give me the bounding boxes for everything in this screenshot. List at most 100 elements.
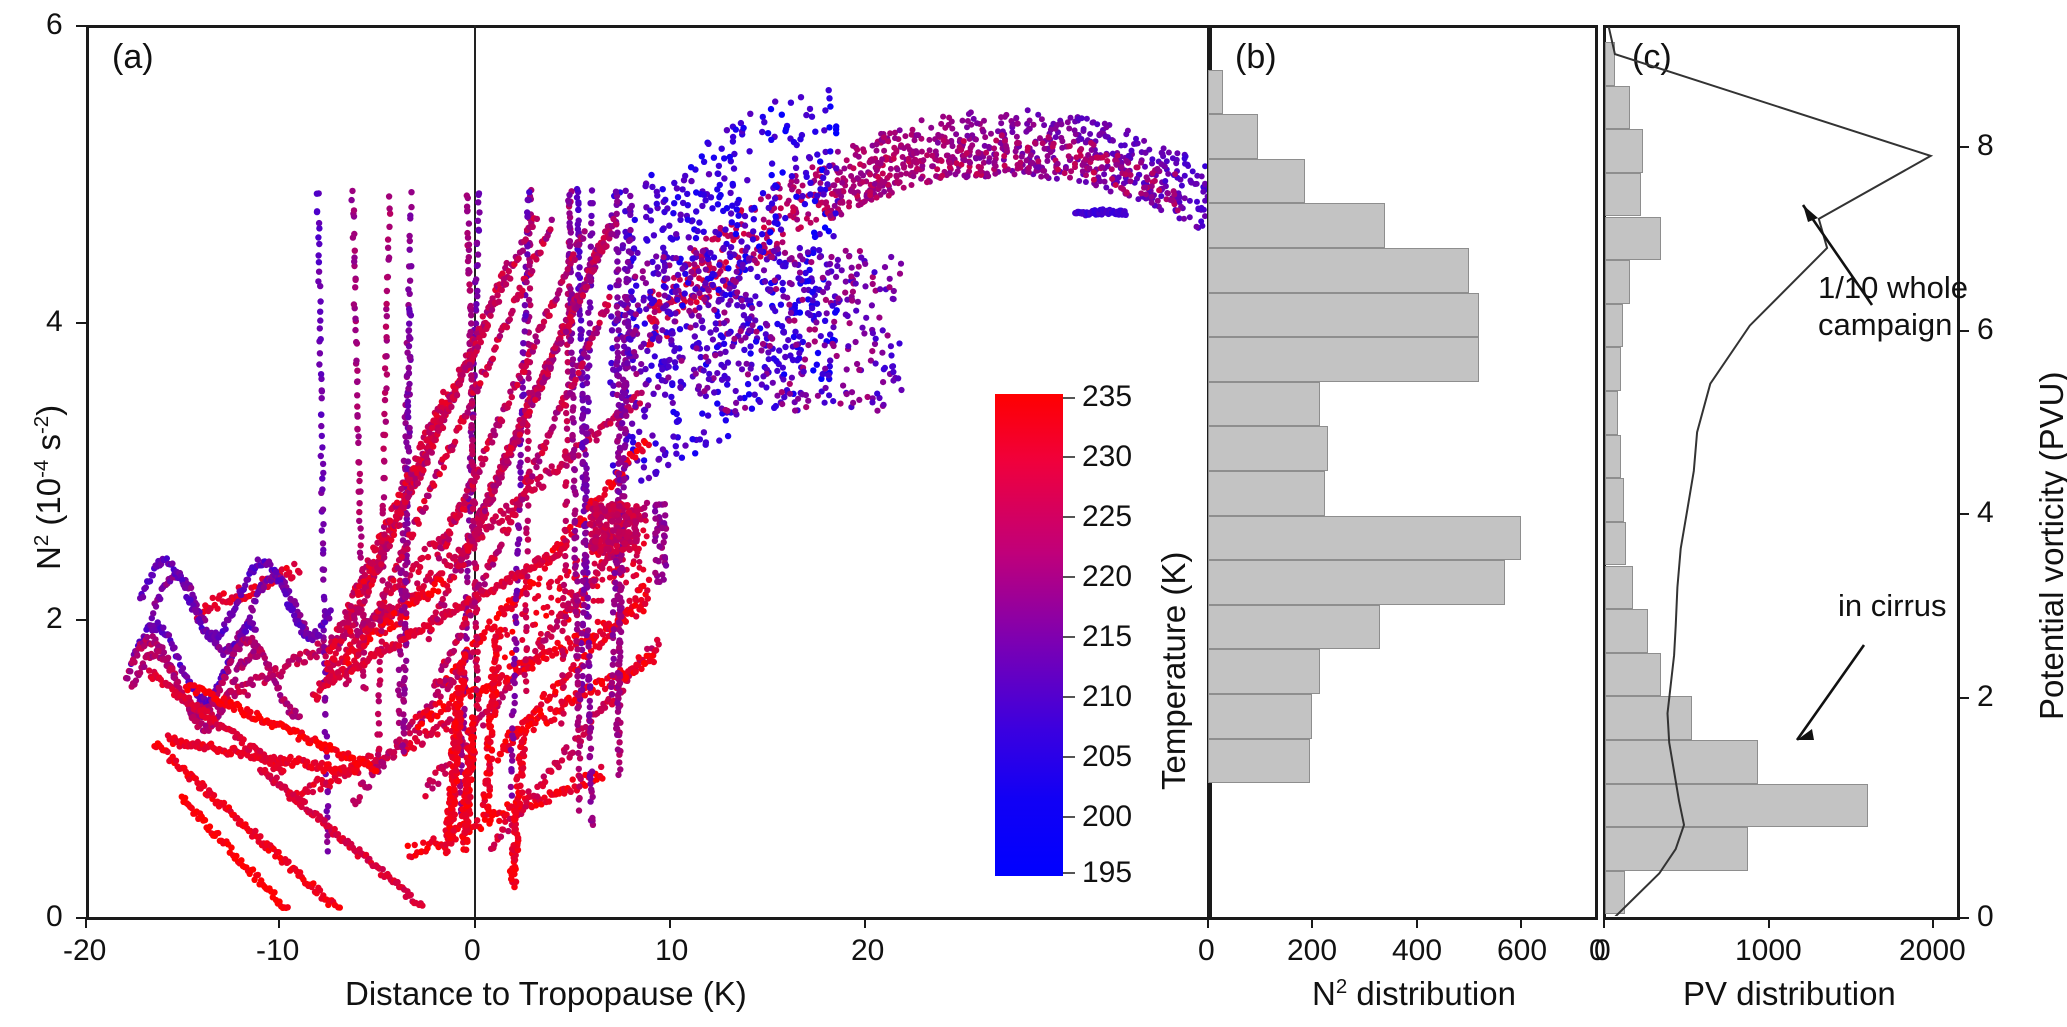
- panel-c-bar: [1605, 434, 1621, 479]
- yaxis-paren: (10: [30, 477, 67, 535]
- yaxis-s: s: [30, 434, 67, 460]
- colorbar-gradient: [995, 394, 1063, 876]
- panel-b-xtick-label: 200: [1287, 934, 1338, 967]
- panel-c-ytick-label: 6: [1977, 313, 1994, 346]
- panel-a-tag: (a): [112, 38, 154, 76]
- yaxis-exp3: -2: [30, 415, 53, 435]
- panel-c-bar: [1605, 129, 1643, 173]
- annotation-in-cirrus: in cirrus: [1838, 588, 1947, 625]
- yaxis-n: N: [30, 546, 67, 570]
- colorbar-tick: [1063, 816, 1075, 818]
- panel-b-bar: [1208, 649, 1321, 694]
- panel-b-bar: [1208, 426, 1328, 471]
- panel-c-bar: [1605, 42, 1615, 86]
- panel-c-xtick: [1932, 917, 1934, 928]
- panel-a-ytick-label: 2: [46, 602, 63, 635]
- colorbar-tick-label: 205: [1082, 740, 1133, 773]
- panel-a-ytick-label: 0: [46, 900, 63, 933]
- panel-b-right-axis: [1595, 25, 1598, 919]
- panel-a-xtick-label: -20: [63, 934, 107, 967]
- panel-c-bar: [1605, 696, 1693, 740]
- panel-b-xaxis-title: N2 distribution: [1312, 975, 1516, 1013]
- panel-c-xtick: [1768, 917, 1770, 928]
- panel-b-bar: [1208, 248, 1469, 293]
- colorbar-tick-label: 210: [1082, 680, 1133, 713]
- panel-c-bar: [1605, 827, 1749, 871]
- annotation-whole-campaign-line2: campaign: [1818, 306, 1953, 342]
- colorbar-tick-label: 230: [1082, 440, 1133, 473]
- panel-c-xaxis-title: PV distribution: [1683, 975, 1896, 1012]
- panel-a-xtick: [474, 917, 476, 928]
- colorbar-tick-label: 195: [1082, 856, 1133, 889]
- panel-a-xtick: [278, 917, 280, 928]
- panel-c-ytick-label: 8: [1977, 129, 1994, 162]
- panel-b-bar: [1208, 158, 1305, 204]
- arrow-in-cirrus-head: [1797, 729, 1814, 740]
- panel-c-bar: [1605, 478, 1624, 522]
- panel-c-bar: [1605, 172, 1642, 217]
- yaxis-exp2: -4: [30, 459, 53, 478]
- panel-c-bar: [1605, 260, 1630, 304]
- panel-a-top-axis: [86, 25, 1212, 28]
- panel-c-ytick: [1958, 330, 1969, 332]
- panel-c-bar: [1605, 216, 1661, 261]
- panel-a-xtick-label: -10: [256, 934, 300, 967]
- panel-b-bar: [1208, 69, 1223, 115]
- colorbar-tick-label: 235: [1082, 380, 1133, 413]
- panel-b-bar: [1208, 292, 1480, 338]
- arrow-in-cirrus-shaft: [1795, 644, 1866, 741]
- arrow-whole-campaign-head: [1803, 205, 1818, 222]
- panel-a-xaxis-title: Distance to Tropopause (K): [345, 975, 747, 1013]
- panel-a-zero-reference-line: [474, 25, 476, 917]
- panel-b-xtick-label: 600: [1497, 934, 1548, 967]
- panel-a-xtick: [864, 917, 866, 928]
- panel-c-ytick: [1958, 697, 1969, 699]
- panel-a-xtick-label: 20: [851, 934, 885, 967]
- panel-b-xtick-label: 400: [1392, 934, 1443, 967]
- panel-a-xtick-label: 10: [655, 934, 689, 967]
- colorbar-tick: [1063, 397, 1075, 399]
- panel-a-ytick: [76, 25, 87, 27]
- panel-b-bar: [1208, 738, 1310, 784]
- annotation-whole-campaign: 1/10 whole campaign: [1818, 270, 1968, 343]
- panel-b-xaxis-rest: distribution: [1347, 975, 1516, 1012]
- panel-c-bar: [1605, 391, 1619, 435]
- panel-c-bar: [1605, 347, 1621, 391]
- panel-a-yaxis-title: N2 (10-4 s-2): [30, 405, 68, 570]
- panel-c-bar: [1605, 85, 1630, 130]
- colorbar-tick-label: 215: [1082, 620, 1133, 653]
- panel-c-bar: [1605, 870, 1625, 915]
- panel-c-xtick-label: 2000: [1899, 934, 1966, 967]
- panel-b-bar: [1208, 560, 1506, 605]
- yaxis-n-exp: 2: [30, 534, 53, 547]
- panel-b-xtick: [1311, 917, 1313, 928]
- panel-c-bar: [1605, 740, 1758, 784]
- panel-b-xtick: [1520, 917, 1522, 928]
- panel-c-ytick: [1958, 513, 1969, 515]
- colorbar-tick: [1063, 516, 1075, 518]
- yaxis-close: ): [30, 404, 67, 416]
- panel-a-xtick: [669, 917, 671, 928]
- panel-c-bar: [1605, 303, 1624, 348]
- panel-b-bar: [1208, 381, 1321, 427]
- panel-b-bottom-axis: [1207, 917, 1598, 920]
- panel-b-xaxis-exp: 2: [1335, 975, 1348, 998]
- panel-c-bar: [1605, 652, 1661, 697]
- panel-b-xtick: [1416, 917, 1418, 928]
- colorbar-title: Temperature (K): [1155, 551, 1192, 790]
- panel-c-ytick: [1958, 146, 1969, 148]
- panel-c-yaxis-title: Potential vorticity (PVU): [2033, 371, 2067, 720]
- panel-a-xtick-label: 0: [464, 934, 481, 967]
- panel-c-xtick: [1603, 917, 1605, 928]
- panel-a-ytick-label: 4: [46, 305, 63, 338]
- panel-a-left-axis: [86, 25, 89, 919]
- colorbar-tick: [1063, 456, 1075, 458]
- panel-c-bar: [1605, 609, 1648, 653]
- colorbar-tick: [1063, 872, 1075, 874]
- panel-a-xaxis-title-text: Distance to Tropopause (K): [345, 975, 747, 1012]
- panel-b-bar: [1208, 515, 1521, 561]
- panel-c-bar: [1605, 521, 1627, 566]
- panel-c-ytick: [1958, 917, 1969, 919]
- panel-b-xtick-label: 0: [1198, 934, 1215, 967]
